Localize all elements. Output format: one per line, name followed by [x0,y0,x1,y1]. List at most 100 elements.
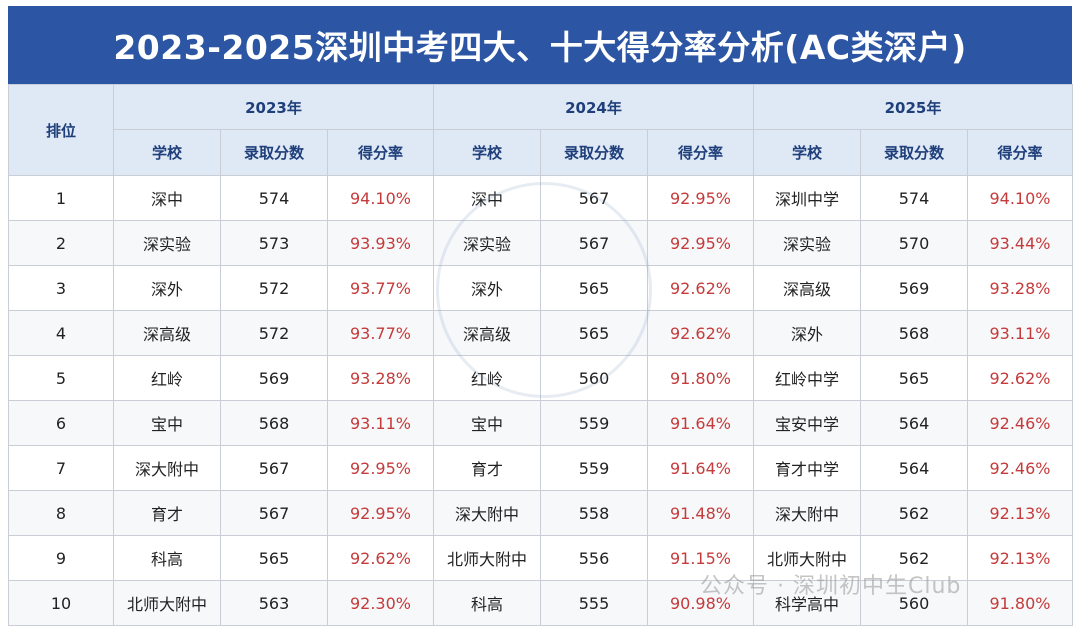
rate-cell: 93.44% [967,220,1073,266]
score-cell: 559 [540,400,648,446]
rank-cell: 6 [8,400,114,446]
score-cell: 567 [540,175,648,221]
score-cell: 558 [540,490,648,536]
page-title: 2023-2025深圳中考四大、十大得分率分析(AC类深户) [8,6,1072,84]
rate-cell: 92.95% [647,175,754,221]
rate-cell: 90.98% [647,580,754,626]
rate-cell: 92.62% [647,310,754,356]
score-cell: 567 [540,220,648,266]
score-rate-table: 排位 2023年 2024年 2025年 学校 录取分数 得分率 学校 录取分数… [8,84,1073,626]
score-cell: 574 [220,175,328,221]
rate-cell: 91.80% [647,355,754,401]
school-cell: 宝安中学 [753,400,861,446]
score-cell: 560 [540,355,648,401]
year-header-2024: 2024年 [433,84,754,130]
school-cell: 红岭 [433,355,541,401]
score-cell: 564 [860,400,968,446]
score-cell: 565 [860,355,968,401]
rank-cell: 4 [8,310,114,356]
school-cell: 科学高中 [753,580,861,626]
rate-header: 得分率 [647,129,754,176]
rate-cell: 94.10% [327,175,434,221]
score-header: 录取分数 [220,129,328,176]
score-cell: 565 [220,535,328,581]
rate-cell: 92.95% [647,220,754,266]
rate-cell: 91.15% [647,535,754,581]
table-row: 1 深中 574 94.10% 深中 567 92.95% 深圳中学 574 94.10% [8,175,1073,221]
score-cell: 574 [860,175,968,221]
score-cell: 564 [860,445,968,491]
rank-cell: 2 [8,220,114,266]
school-header: 学校 [753,129,861,176]
rate-cell: 92.95% [327,445,434,491]
rate-cell: 93.77% [327,310,434,356]
score-cell: 562 [860,535,968,581]
year-header-2023: 2023年 [113,84,434,130]
score-cell: 573 [220,220,328,266]
rank-cell: 8 [8,490,114,536]
table-row: 7 深大附中 567 92.95% 育才 559 91.64% 育才中学 564 92.46% [8,445,1073,491]
score-cell: 572 [220,265,328,311]
rank-header: 排位 [8,84,114,176]
score-cell: 572 [220,310,328,356]
score-cell: 555 [540,580,648,626]
rank-cell: 3 [8,265,114,311]
table-row: 2 深实验 573 93.93% 深实验 567 92.95% 深实验 570 93.44% [8,220,1073,266]
rank-cell: 10 [8,580,114,626]
school-cell: 深中 [113,175,221,221]
rank-cell: 1 [8,175,114,221]
school-cell: 深实验 [113,220,221,266]
rate-cell: 92.13% [967,490,1073,536]
school-cell: 宝中 [113,400,221,446]
school-cell: 北师大附中 [433,535,541,581]
table-body: 1 深中 574 94.10% 深中 567 92.95% 深圳中学 574 94.10% 2 深实验… [8,175,1073,626]
school-cell: 宝中 [433,400,541,446]
score-cell: 567 [220,490,328,536]
score-cell: 563 [220,580,328,626]
school-cell: 深大附中 [113,445,221,491]
school-cell: 深中 [433,175,541,221]
rank-cell: 5 [8,355,114,401]
score-header: 录取分数 [860,129,968,176]
school-cell: 红岭中学 [753,355,861,401]
table-row: 6 宝中 568 93.11% 宝中 559 91.64% 宝安中学 564 92.46% [8,400,1073,446]
rate-cell: 92.30% [327,580,434,626]
rate-cell: 91.48% [647,490,754,536]
rate-cell: 92.46% [967,400,1073,446]
rate-cell: 93.11% [967,310,1073,356]
year-header-2025: 2025年 [753,84,1073,130]
school-cell: 深高级 [113,310,221,356]
rate-cell: 92.13% [967,535,1073,581]
rate-cell: 92.62% [967,355,1073,401]
school-cell: 深实验 [433,220,541,266]
rate-cell: 93.77% [327,265,434,311]
score-cell: 569 [860,265,968,311]
school-cell: 育才 [113,490,221,536]
rate-cell: 92.62% [327,535,434,581]
school-cell: 科高 [433,580,541,626]
score-cell: 565 [540,265,648,311]
rate-cell: 93.28% [327,355,434,401]
rate-header: 得分率 [327,129,434,176]
school-header: 学校 [113,129,221,176]
score-cell: 569 [220,355,328,401]
table-row: 9 科高 565 92.62% 北师大附中 556 91.15% 北师大附中 562 92.13% [8,535,1073,581]
school-cell: 北师大附中 [113,580,221,626]
rate-cell: 92.62% [647,265,754,311]
score-cell: 567 [220,445,328,491]
rate-cell: 92.95% [327,490,434,536]
score-cell: 559 [540,445,648,491]
score-cell: 556 [540,535,648,581]
rate-cell: 91.80% [967,580,1073,626]
score-cell: 565 [540,310,648,356]
school-cell: 深高级 [753,265,861,311]
school-cell: 深圳中学 [753,175,861,221]
school-cell: 深大附中 [753,490,861,536]
rate-cell: 93.28% [967,265,1073,311]
table-row: 10 北师大附中 563 92.30% 科高 555 90.98% 科学高中 560 91.80% [8,580,1073,626]
school-cell: 深外 [433,265,541,311]
score-header: 录取分数 [540,129,648,176]
school-header: 学校 [433,129,541,176]
table-row: 8 育才 567 92.95% 深大附中 558 91.48% 深大附中 562 92.13% [8,490,1073,536]
score-cell: 570 [860,220,968,266]
